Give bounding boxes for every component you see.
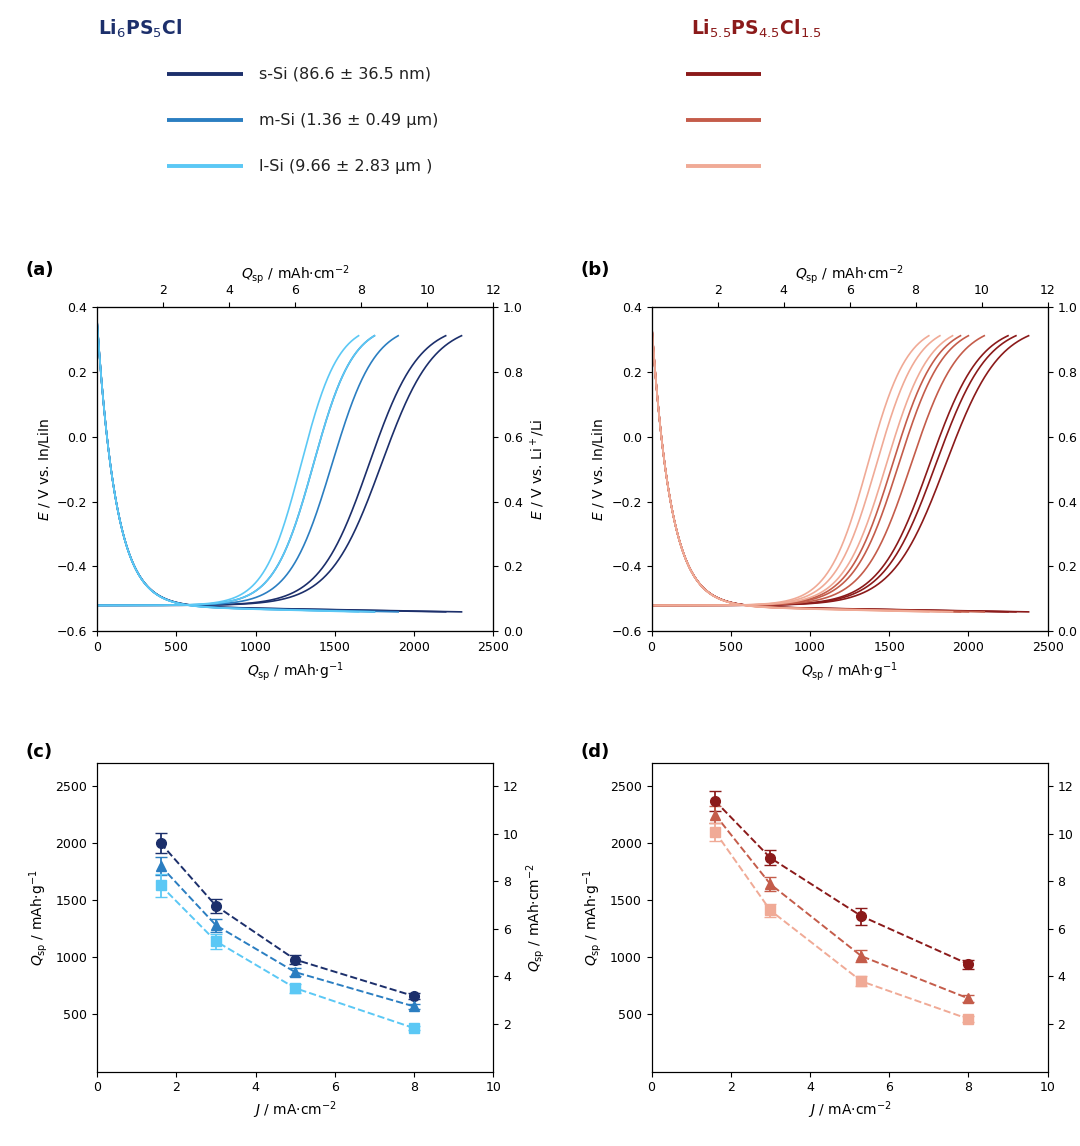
Text: (c): (c) bbox=[26, 743, 53, 761]
Y-axis label: $E$ / V vs. In/LiIn: $E$ / V vs. In/LiIn bbox=[590, 417, 606, 521]
Y-axis label: $Q_\mathrm{sp}$ / mAh·g$^{-1}$: $Q_\mathrm{sp}$ / mAh·g$^{-1}$ bbox=[27, 869, 50, 966]
Y-axis label: $E$ / V vs. Li$^+$/Li: $E$ / V vs. Li$^+$/Li bbox=[528, 418, 546, 520]
X-axis label: $Q_\mathrm{sp}$ / mAh·cm$^{-2}$: $Q_\mathrm{sp}$ / mAh·cm$^{-2}$ bbox=[795, 264, 904, 286]
Text: Li$_{5.5}$PS$_{4.5}$Cl$_{1.5}$: Li$_{5.5}$PS$_{4.5}$Cl$_{1.5}$ bbox=[690, 17, 822, 40]
X-axis label: $J$ / mA·cm$^{-2}$: $J$ / mA·cm$^{-2}$ bbox=[253, 1100, 337, 1122]
X-axis label: $Q_\mathrm{sp}$ / mAh·g$^{-1}$: $Q_\mathrm{sp}$ / mAh·g$^{-1}$ bbox=[801, 660, 897, 683]
Y-axis label: $E$ / V vs. In/LiIn: $E$ / V vs. In/LiIn bbox=[36, 417, 52, 521]
Text: (b): (b) bbox=[580, 260, 610, 278]
Y-axis label: $Q_\mathrm{sp}$ / mAh·cm$^{-2}$: $Q_\mathrm{sp}$ / mAh·cm$^{-2}$ bbox=[1079, 863, 1080, 972]
Y-axis label: $Q_\mathrm{sp}$ / mAh·cm$^{-2}$: $Q_\mathrm{sp}$ / mAh·cm$^{-2}$ bbox=[525, 863, 548, 972]
Text: m-Si (1.36 ± 0.49 μm): m-Si (1.36 ± 0.49 μm) bbox=[259, 112, 438, 128]
Text: l-Si (9.66 ± 2.83 μm ): l-Si (9.66 ± 2.83 μm ) bbox=[259, 158, 433, 174]
Text: (a): (a) bbox=[26, 260, 54, 278]
Text: Li$_6$PS$_5$Cl: Li$_6$PS$_5$Cl bbox=[98, 17, 183, 40]
Y-axis label: $Q_\mathrm{sp}$ / mAh·g$^{-1}$: $Q_\mathrm{sp}$ / mAh·g$^{-1}$ bbox=[581, 869, 605, 966]
X-axis label: $J$ / mA·cm$^{-2}$: $J$ / mA·cm$^{-2}$ bbox=[808, 1100, 892, 1122]
Text: (d): (d) bbox=[580, 743, 609, 761]
Text: s-Si (86.6 ± 36.5 nm): s-Si (86.6 ± 36.5 nm) bbox=[259, 66, 431, 83]
X-axis label: $Q_\mathrm{sp}$ / mAh·g$^{-1}$: $Q_\mathrm{sp}$ / mAh·g$^{-1}$ bbox=[247, 660, 343, 683]
X-axis label: $Q_\mathrm{sp}$ / mAh·cm$^{-2}$: $Q_\mathrm{sp}$ / mAh·cm$^{-2}$ bbox=[241, 264, 350, 286]
